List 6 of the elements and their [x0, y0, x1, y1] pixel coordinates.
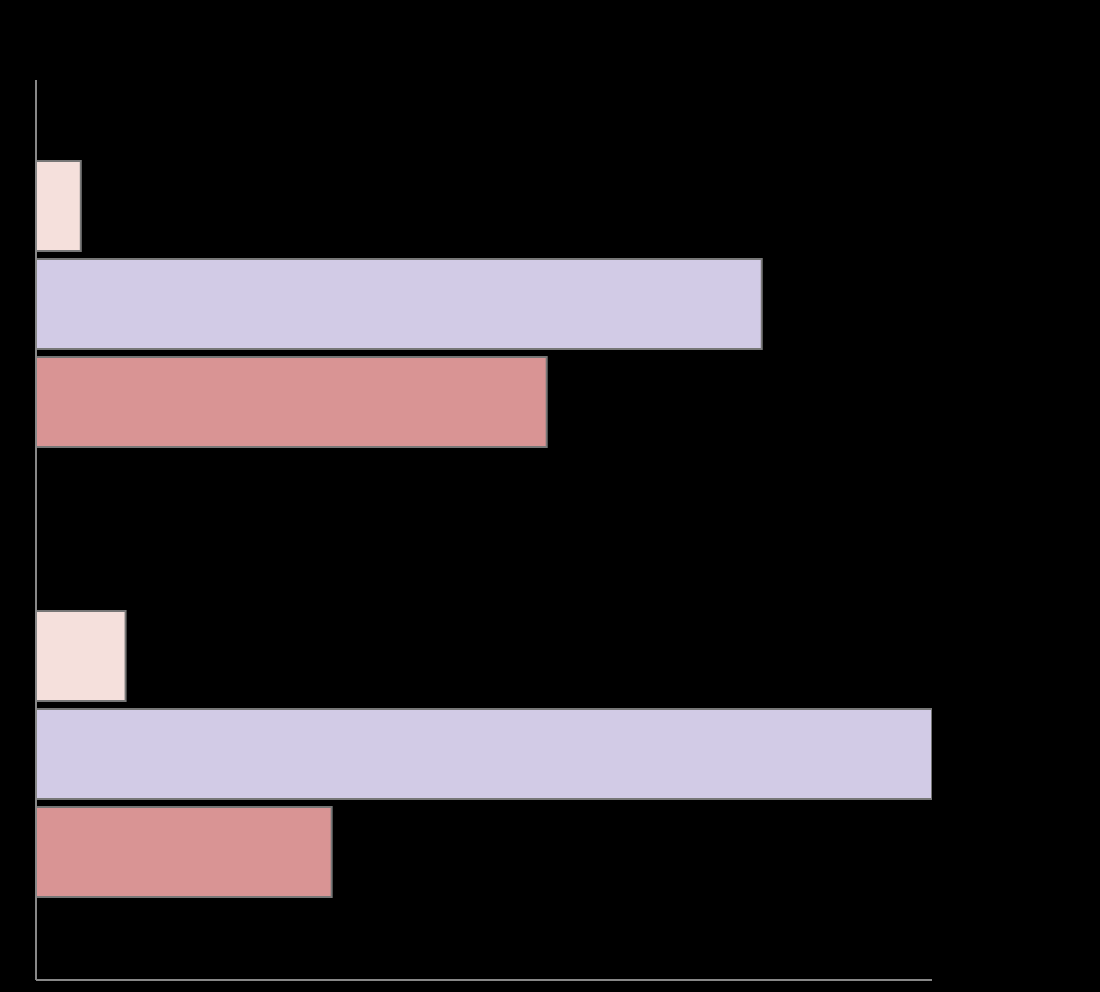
bar — [36, 160, 82, 252]
bar — [36, 610, 127, 702]
bar — [36, 258, 763, 350]
bar — [36, 806, 333, 898]
bar — [36, 708, 932, 800]
bar — [36, 356, 548, 448]
